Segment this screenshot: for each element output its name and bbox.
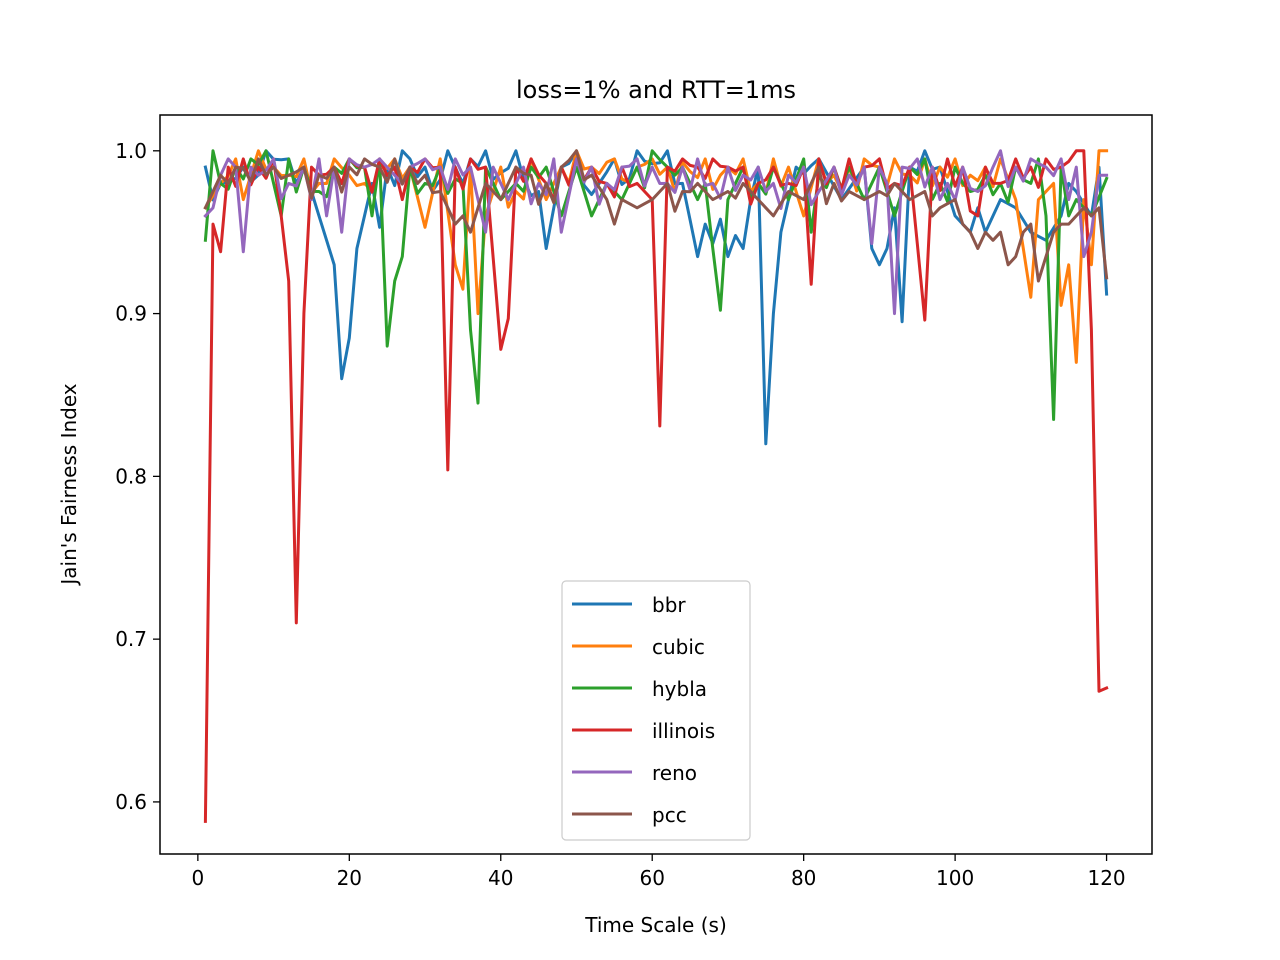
y-tick-label: 0.8: [115, 464, 147, 488]
legend-label: pcc: [652, 803, 687, 827]
plot-frame: [159, 114, 1153, 855]
legend-item-hybla: hybla: [572, 677, 707, 701]
x-tick-label: 40: [488, 866, 513, 890]
x-axis: 0 20 40 60 80 100 120: [191, 854, 1126, 890]
x-tick-label: 80: [791, 866, 816, 890]
y-axis-label: Jain's Fairness Index: [57, 383, 81, 586]
y-tick-label: 0.9: [115, 302, 147, 326]
x-tick-label: 0: [191, 866, 204, 890]
legend-label: cubic: [652, 635, 705, 659]
legend-box: [561, 580, 751, 841]
y-axis: 0.6 0.7 0.8 0.9 1.0: [115, 139, 160, 814]
legend-item-reno: reno: [572, 761, 697, 785]
legend-item-illinois: illinois: [572, 719, 715, 743]
legend-item-pcc: pcc: [572, 803, 687, 827]
legend-label: reno: [652, 761, 697, 785]
y-tick-label: 0.6: [115, 790, 147, 814]
legend-item-cubic: cubic: [572, 635, 705, 659]
legend-item-bbr: bbr: [572, 593, 686, 617]
legend: bbr cubic hybla illinois reno pcc: [561, 580, 751, 841]
legend-label: illinois: [652, 719, 715, 743]
series-line-cubic: [203, 149, 1109, 364]
y-tick-label: 1.0: [115, 139, 147, 163]
chart-title: loss=1% and RTT=1ms: [516, 76, 796, 104]
legend-label: bbr: [652, 593, 686, 617]
plot-area: [159, 114, 1153, 855]
x-tick-label: 120: [1087, 866, 1125, 890]
x-tick-label: 100: [936, 866, 974, 890]
legend-label: hybla: [652, 677, 707, 701]
x-tick-label: 20: [337, 866, 362, 890]
x-axis-label: Time Scale (s): [584, 913, 727, 937]
series-layer: [203, 149, 1109, 823]
series-line-reno: [203, 149, 1109, 316]
y-tick-label: 0.7: [115, 627, 147, 651]
series-line-pcc: [203, 149, 1109, 283]
x-tick-label: 60: [639, 866, 664, 890]
